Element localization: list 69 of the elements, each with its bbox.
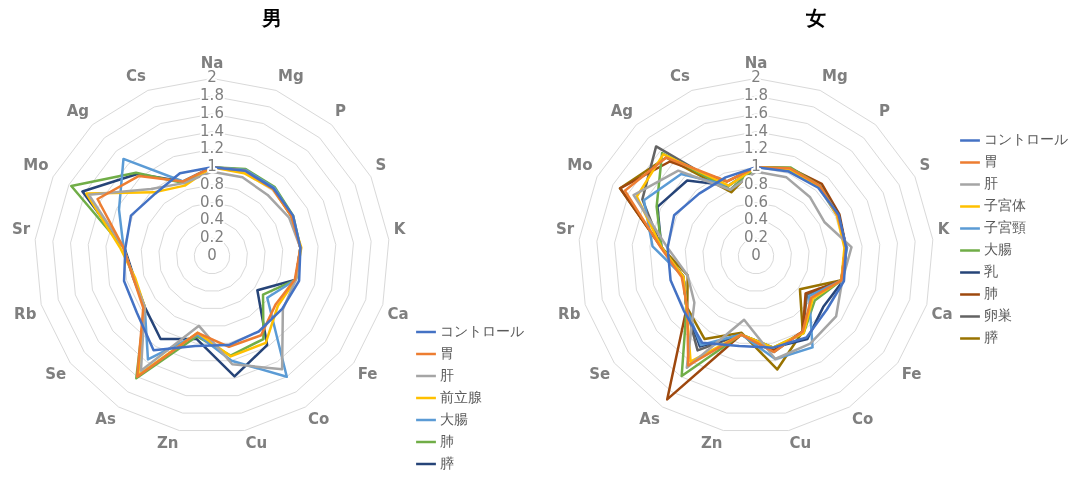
- y-tick-label: 0.4: [744, 210, 768, 229]
- legend-label: 乳: [984, 263, 998, 280]
- y-tick-label: 1.2: [744, 139, 768, 158]
- y-tick-label: 0.4: [200, 210, 224, 229]
- spoke-label: P: [879, 101, 890, 120]
- spoke-label: Zn: [156, 434, 179, 453]
- spoke-label: Cu: [789, 434, 812, 453]
- y-tick-label: 0.6: [744, 192, 768, 211]
- y-tick-label: 0.8: [200, 174, 224, 193]
- spoke-label: K: [393, 220, 407, 239]
- y-tick-label: 0: [751, 245, 761, 264]
- spoke-label: Mg: [277, 66, 304, 85]
- spoke-label: Co: [852, 410, 874, 429]
- spoke-label: Mg: [821, 66, 848, 85]
- y-tick-label: 1.8: [200, 86, 224, 105]
- y-tick-label: 0.2: [200, 228, 224, 247]
- legend-label: 前立腺: [440, 388, 482, 405]
- spoke-label: Cs: [670, 66, 691, 85]
- spoke-label: Sr: [556, 220, 575, 239]
- spoke-label: Ca: [387, 304, 409, 323]
- spoke-label: Fe: [901, 364, 922, 383]
- legend-label: 子宮体: [984, 197, 1026, 214]
- y-tick-label: 1.4: [200, 121, 224, 140]
- legend-label: 卵巣: [984, 307, 1012, 324]
- legend-label: 肺: [984, 285, 998, 302]
- legend-label: 膵: [984, 329, 998, 346]
- spoke-label: P: [335, 101, 346, 120]
- spoke-label: Fe: [357, 364, 378, 383]
- legend-label: 肝: [440, 366, 454, 383]
- spoke-label: Cs: [126, 66, 147, 85]
- spoke-label: Mo: [23, 155, 49, 174]
- legend-label: 子宮頸: [984, 219, 1026, 236]
- spoke-label: Sr: [12, 220, 31, 239]
- y-tick-label: 1.8: [744, 86, 768, 105]
- legend-label: 胃: [440, 344, 454, 361]
- spoke-label: Rb: [14, 304, 37, 323]
- y-tick-label: 0: [207, 245, 217, 264]
- y-tick-label: 0.8: [744, 174, 768, 193]
- legend-label: 大腸: [984, 241, 1012, 258]
- spoke-label: Se: [45, 364, 67, 383]
- spoke-label: As: [639, 410, 660, 429]
- spoke-label: Ca: [931, 304, 953, 323]
- spoke-label: Co: [308, 410, 330, 429]
- spoke-label: Se: [589, 364, 611, 383]
- legend-label: 膵: [440, 454, 454, 471]
- spoke-label: S: [919, 155, 931, 174]
- spoke-label: S: [375, 155, 387, 174]
- chart-title: 男: [261, 6, 282, 31]
- chart-title: 女: [805, 6, 826, 31]
- spoke-label: Mo: [567, 155, 593, 174]
- legend-label: 胃: [984, 153, 998, 170]
- y-tick-label: 0.2: [744, 228, 768, 247]
- legend-label: 肝: [984, 175, 998, 192]
- y-tick-label: 1.4: [744, 121, 768, 140]
- spoke-label: Zn: [700, 434, 723, 453]
- legend-label: 大腸: [440, 410, 468, 427]
- spoke-label: As: [95, 410, 116, 429]
- spoke-label: Cu: [245, 434, 268, 453]
- spoke-label: Rb: [558, 304, 581, 323]
- y-tick-label: 1.6: [744, 103, 768, 122]
- y-tick-label: 1.2: [200, 139, 224, 158]
- spoke-label: K: [937, 220, 951, 239]
- spoke-label: Ag: [610, 101, 633, 120]
- spoke-label: Ag: [66, 101, 89, 120]
- y-tick-label: 0.6: [200, 192, 224, 211]
- y-tick-label: 1.6: [200, 103, 224, 122]
- legend-label: コントロール: [440, 322, 524, 339]
- legend-label: コントロール: [984, 131, 1068, 148]
- legend-label: 肺: [440, 432, 454, 449]
